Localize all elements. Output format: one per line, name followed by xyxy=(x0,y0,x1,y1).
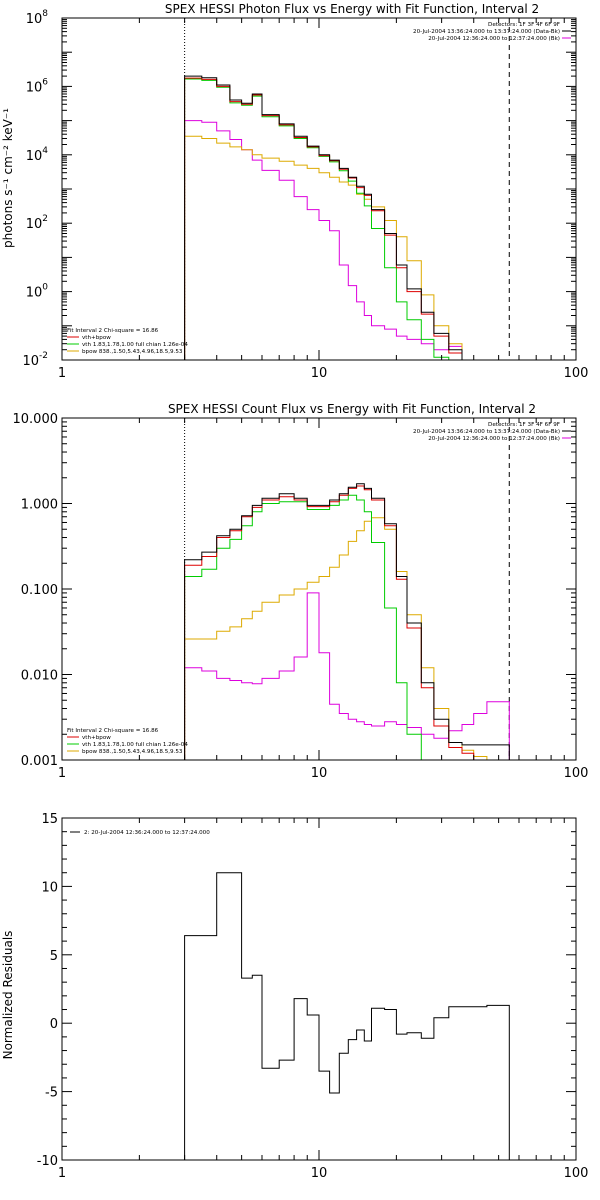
residuals-ylabel: Normalized Residuals xyxy=(1,931,15,1060)
photon-flux-panel: SPEX HESSI Photon Flux vs Energy with Fi… xyxy=(1,2,588,381)
legend-entry: Detectors: 1F 3F 4F 6F 9F xyxy=(488,422,560,428)
y-tick-label: 1.000 xyxy=(21,498,58,513)
fit-legend-title: Fit Interval 2 Chi-square = 16.86 xyxy=(67,728,159,734)
y-tick-label: 0.100 xyxy=(21,583,58,598)
x-tick-label: 1 xyxy=(58,766,66,781)
y-tick-label: -5 xyxy=(45,1086,58,1101)
series-bpow-step-line xyxy=(184,135,463,360)
legend-entry: 20-Jul-2004 12:36:24.000 to 12:37:24.000… xyxy=(428,36,560,42)
x-tick-label: 100 xyxy=(564,366,589,381)
photon-flux-title: SPEX HESSI Photon Flux vs Energy with Fi… xyxy=(165,2,539,16)
legend-entry: 20-Jul-2004 12:36:24.000 to 12:37:24.000… xyxy=(428,436,560,442)
count-flux-panel: SPEX HESSI Count Flux vs Energy with Fit… xyxy=(13,402,589,781)
residuals-panel: 1 10 100 15 10 5 0 -5 -10 2: 20-Jul-2004 12:36:2… xyxy=(1,812,588,1181)
x-tick-label: 10 xyxy=(311,366,328,381)
fit-legend-entry: vth+bpow xyxy=(82,735,111,741)
series-total-step-line xyxy=(184,483,510,760)
legend-entry: 20-Jul-2004 13:36:24.000 to 13:37:24.000… xyxy=(413,29,560,35)
y-tick-label: 106 xyxy=(26,77,49,95)
x-tick-label: 1 xyxy=(58,1166,66,1181)
legend-entry: 2: 20-Jul-2004 12:36:24.000 to 12:37:24.… xyxy=(84,830,210,836)
fit-legend-entry: vth 1.83,1.78,1.00 full chian 1.26e-04 xyxy=(82,342,188,348)
x-tick-label: 100 xyxy=(564,766,589,781)
y-tick-label: 10.000 xyxy=(13,412,59,427)
y-tick-label: 0.010 xyxy=(21,669,58,684)
y-tick-label: 108 xyxy=(26,9,49,27)
x-tick-label: 10 xyxy=(311,766,328,781)
y-tick-label: 10 xyxy=(41,880,58,895)
series-vth-step-line xyxy=(184,78,462,360)
series-bkg-step-line xyxy=(184,120,463,360)
legend-entry: 20-Jul-2004 13:36:24.000 to 13:37:24.000… xyxy=(413,429,560,435)
series-total-step-line xyxy=(184,872,510,1160)
y-tick-label: 104 xyxy=(26,146,49,164)
series-total-step-line xyxy=(184,75,463,360)
x-tick-label: 1 xyxy=(58,366,66,381)
count-flux-title: SPEX HESSI Count Flux vs Energy with Fit… xyxy=(168,402,536,416)
y-tick-label: -10 xyxy=(37,1154,58,1169)
fit-legend-title: Fit Interval 2 Chi-square = 16.86 xyxy=(67,328,159,334)
series-model-step-line xyxy=(184,77,463,360)
y-tick-label: 102 xyxy=(26,214,48,232)
fit-legend-entry: bpow 838.,1.50,5.43,4.96,18.5,9.53 xyxy=(82,349,183,355)
y-tick-label: 10-2 xyxy=(22,351,48,369)
fit-legend-entry: vth 1.83,1.78,1.00 full chian 1.26e-04 xyxy=(82,742,188,748)
y-tick-label: 15 xyxy=(41,812,58,827)
fit-legend-entry: bpow 838.,1.50,5.43,4.96,18.5,9.53 xyxy=(82,749,183,755)
y-tick-label: 100 xyxy=(26,283,49,301)
y-tick-label: 0 xyxy=(50,1017,58,1032)
y-tick-label: 5 xyxy=(50,949,58,964)
photon-flux-ylabel: photons s⁻¹ cm⁻² keV⁻¹ xyxy=(1,108,15,248)
y-tick-label: 0.001 xyxy=(21,754,58,769)
x-tick-label: 100 xyxy=(564,1166,589,1181)
legend-entry: Detectors: 1F 3F 4F 6F 9F xyxy=(488,22,560,28)
fit-legend-entry: vth+bpow xyxy=(82,335,111,341)
x-tick-label: 10 xyxy=(311,1166,328,1181)
